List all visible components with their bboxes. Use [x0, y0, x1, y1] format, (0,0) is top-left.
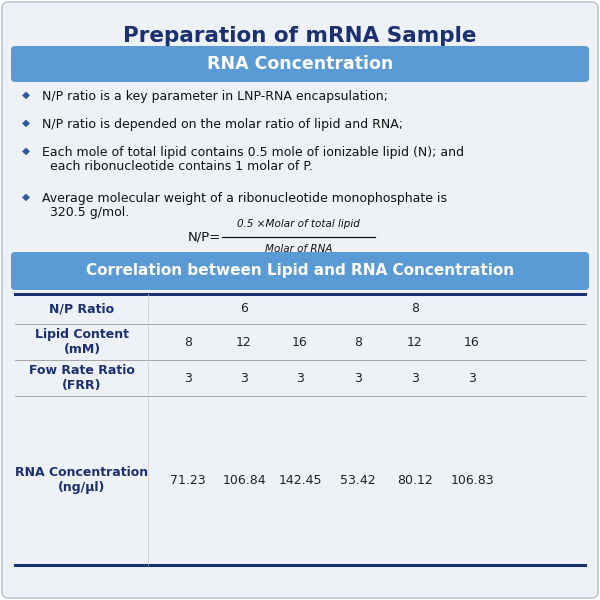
Text: 6: 6: [240, 302, 248, 316]
Text: Average molecular weight of a ribonucleotide monophosphate is: Average molecular weight of a ribonucleo…: [38, 192, 447, 205]
Text: 8: 8: [184, 335, 192, 349]
Text: Preparation of mRNA Sample: Preparation of mRNA Sample: [123, 26, 477, 46]
Text: 80.12: 80.12: [397, 473, 433, 487]
Text: 320.5 g/mol.: 320.5 g/mol.: [38, 206, 129, 219]
Text: 16: 16: [292, 335, 308, 349]
Text: 12: 12: [407, 335, 423, 349]
Text: Fow Rate Ratio
(FRR): Fow Rate Ratio (FRR): [29, 364, 135, 392]
Text: ◆: ◆: [22, 118, 30, 128]
Text: Each mole of total lipid contains 0.5 mole of ionizable lipid (N); and: Each mole of total lipid contains 0.5 mo…: [38, 146, 464, 159]
Text: 71.23: 71.23: [170, 473, 206, 487]
Text: 8: 8: [354, 335, 362, 349]
Text: 53.42: 53.42: [340, 473, 376, 487]
Text: N/P Ratio: N/P Ratio: [49, 302, 115, 316]
Text: 0.5 ×Molar of total lipid: 0.5 ×Molar of total lipid: [237, 219, 360, 229]
Text: RNA Concentration: RNA Concentration: [207, 55, 393, 73]
Text: 106.84: 106.84: [222, 473, 266, 487]
Text: Correlation between Lipid and RNA Concentration: Correlation between Lipid and RNA Concen…: [86, 263, 514, 278]
Text: 16: 16: [464, 335, 480, 349]
Text: each ribonucleotide contains 1 molar of P.: each ribonucleotide contains 1 molar of …: [38, 160, 313, 173]
Text: ◆: ◆: [22, 192, 30, 202]
Text: ◆: ◆: [22, 90, 30, 100]
Text: RNA Concentration
(ng/μl): RNA Concentration (ng/μl): [16, 466, 149, 494]
FancyBboxPatch shape: [11, 46, 589, 82]
Text: 12: 12: [236, 335, 252, 349]
Text: Molar of RNA: Molar of RNA: [265, 244, 332, 254]
Text: Lipid Content
(mM): Lipid Content (mM): [35, 328, 129, 356]
FancyBboxPatch shape: [11, 252, 589, 290]
Text: 3: 3: [411, 371, 419, 385]
Text: 8: 8: [411, 302, 419, 316]
Text: 142.45: 142.45: [278, 473, 322, 487]
Text: 3: 3: [184, 371, 192, 385]
Text: 3: 3: [354, 371, 362, 385]
Text: 3: 3: [240, 371, 248, 385]
Text: N/P ratio is depended on the molar ratio of lipid and RNA;: N/P ratio is depended on the molar ratio…: [38, 118, 403, 131]
Text: 3: 3: [468, 371, 476, 385]
Text: N/P=: N/P=: [188, 230, 221, 244]
Text: N/P ratio is a key parameter in LNP-RNA encapsulation;: N/P ratio is a key parameter in LNP-RNA …: [38, 90, 388, 103]
Text: ◆: ◆: [22, 146, 30, 156]
Text: 106.83: 106.83: [450, 473, 494, 487]
Text: 3: 3: [296, 371, 304, 385]
